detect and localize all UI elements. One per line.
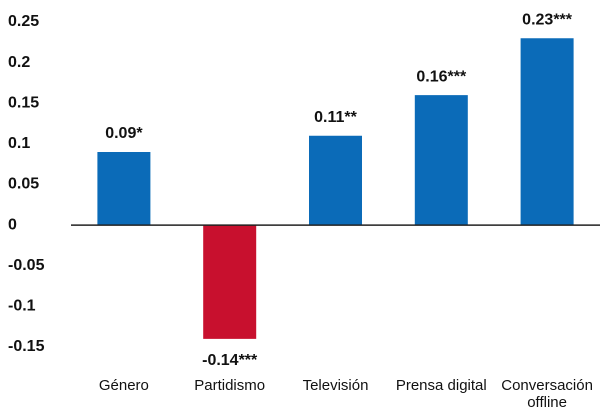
y-tick-label: 0.05	[8, 176, 39, 193]
y-tick-label: -0.05	[8, 257, 45, 274]
bar	[309, 135, 362, 226]
x-tick-label: Conversación offline	[501, 377, 593, 411]
bar	[203, 225, 257, 339]
value-label: 0.23***	[522, 11, 573, 28]
y-tick-label: 0.25	[8, 13, 39, 30]
value-label: 0.11**	[314, 109, 357, 126]
value-label: 0.09*	[105, 125, 143, 142]
y-tick-label: 0.1	[8, 135, 30, 152]
value-label: 0.16***	[416, 68, 467, 85]
x-tick-label: Prensa digital	[395, 377, 487, 394]
y-tick-label: 0.15	[8, 94, 39, 111]
y-tick-label: -0.1	[8, 298, 36, 315]
x-tick-label: Televisión	[302, 377, 369, 394]
value-label: -0.14***	[202, 352, 258, 369]
bar	[97, 152, 151, 226]
y-tick-label: 0.2	[8, 54, 30, 71]
bar	[520, 38, 574, 226]
x-tick-label: Género	[98, 377, 149, 394]
x-tick-label: Partidismo	[194, 377, 266, 394]
bar	[414, 95, 468, 226]
y-tick-label: -0.15	[8, 338, 45, 355]
y-tick-label: 0	[8, 216, 17, 233]
